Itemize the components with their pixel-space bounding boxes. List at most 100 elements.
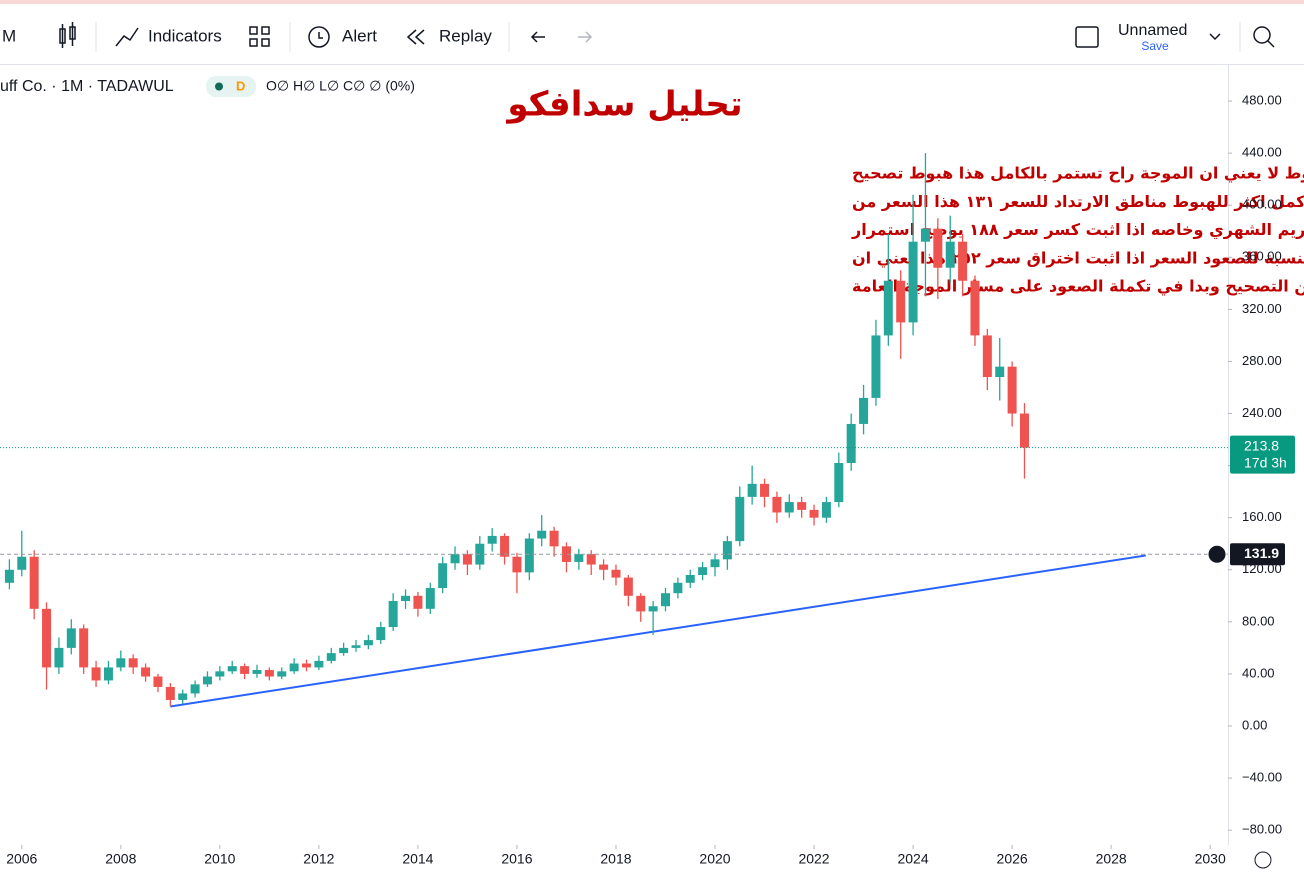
candle-body: [512, 556, 522, 573]
status-dot: [215, 82, 223, 91]
candle-body: [289, 663, 299, 672]
candle-body: [524, 538, 534, 573]
x-tick-label: 2016: [501, 851, 532, 867]
candle-body: [413, 595, 423, 609]
candle-body: [896, 280, 906, 323]
candle-body: [165, 686, 175, 700]
save-status[interactable]: Save: [1141, 39, 1169, 53]
candle-body: [574, 554, 584, 562]
x-tick-label: 2026: [997, 851, 1028, 867]
candle-body: [871, 335, 881, 398]
candle-body: [760, 483, 770, 497]
candle-body: [784, 502, 794, 513]
candle-body: [797, 502, 807, 510]
x-tick-label: 2010: [204, 851, 235, 867]
candle-body: [425, 587, 435, 609]
y-tick-label: 440.00: [1242, 145, 1282, 160]
y-tick-label: 40.00: [1242, 665, 1275, 680]
candle-body: [859, 397, 869, 424]
x-tick-label: 2014: [402, 851, 433, 867]
trend-line: [170, 554, 1146, 708]
annotation-title: تحليل سدافكو: [505, 85, 742, 125]
replay-button[interactable]: Replay: [439, 26, 492, 45]
interval[interactable]: M: [2, 26, 16, 45]
toolbar-icons: [59, 22, 1275, 48]
settings-icon[interactable]: [1254, 851, 1272, 869]
level-label-bg: [1230, 543, 1285, 566]
y-tick-label: 160.00: [1242, 509, 1282, 524]
last-price-bg: [1230, 435, 1295, 474]
annotation-line: فقط يعني السعر اذا كمل اكثر للهبوط مناطق…: [852, 192, 1304, 212]
candle-body: [735, 496, 745, 542]
candle-body: [202, 676, 212, 685]
candle-body: [141, 667, 151, 677]
y-tick-label: 240.00: [1242, 405, 1282, 420]
legend-symbol: uff Co. · 1M · TADAWUL: [0, 78, 174, 95]
candle-body: [178, 693, 188, 700]
candle-body: [91, 667, 101, 681]
y-tick-label: 0.00: [1242, 717, 1267, 732]
annotation-line: مناطق الارتداد للسعر على الفريم الشهري و…: [851, 220, 1304, 240]
candle-body: [710, 559, 720, 568]
candle-body: [1019, 413, 1029, 448]
candle-body: [401, 595, 411, 602]
candle-body: [933, 228, 943, 268]
legend-ohlc: O∅ H∅ L∅ C∅ ∅ (0%): [266, 78, 415, 94]
candle-body: [698, 567, 708, 575]
indicators-button[interactable]: Indicators: [148, 26, 222, 45]
candle-body: [958, 241, 968, 281]
annotation-line: الموجة الى الهبوط وهذا الهبوط لا يعني ان…: [852, 164, 1304, 184]
candle-body: [537, 530, 547, 539]
y-tick-label: 480.00: [1242, 93, 1282, 108]
candle-body: [586, 554, 596, 565]
candle-body: [79, 628, 89, 668]
candle-body: [363, 640, 373, 646]
candle-body: [660, 593, 670, 607]
candle-body: [264, 670, 274, 677]
y-tick-label: 80.00: [1242, 613, 1275, 628]
candle-body: [227, 666, 237, 672]
crosshair-plus: [1207, 544, 1227, 564]
x-tick-label: 2012: [303, 851, 334, 867]
legend-badge-bg: [206, 76, 256, 97]
candle-body: [747, 483, 757, 497]
candle-body: [302, 663, 312, 668]
candle-body: [982, 335, 992, 378]
candle-body: [970, 280, 980, 336]
candle-body: [29, 556, 39, 609]
candle-body: [66, 628, 76, 648]
candle-body: [599, 564, 609, 570]
candle-body: [623, 577, 633, 596]
annotation-text: الموجة الى الهبوط وهذا الهبوط لا يعني ان…: [851, 164, 1304, 297]
candle-body: [153, 676, 163, 687]
candle-body: [252, 670, 262, 674]
x-tick-label: 2018: [600, 851, 631, 867]
candle-body: [945, 241, 955, 268]
top-strip: [0, 0, 1304, 4]
candle-body: [277, 671, 287, 677]
candle-body: [685, 574, 695, 583]
x-tick-label: 2020: [699, 851, 730, 867]
y-tick-label: −40.00: [1242, 770, 1282, 785]
y-tick-label: 320.00: [1242, 301, 1282, 316]
candle-body: [722, 541, 732, 560]
candle-body: [17, 556, 27, 570]
candle-body: [462, 554, 472, 565]
legend-badge: D: [236, 78, 245, 93]
y-tick-label: 360.00: [1242, 249, 1282, 264]
last-price-label: 213.8: [1244, 437, 1279, 453]
candle-body: [883, 280, 893, 336]
candle-body: [920, 228, 930, 242]
alert-button[interactable]: Alert: [342, 26, 377, 45]
candle-body: [42, 608, 52, 668]
level-label: 131.9: [1244, 545, 1279, 561]
candle-body: [648, 606, 658, 612]
candle-body: [438, 563, 448, 588]
candle-body: [772, 496, 782, 513]
candle-body: [190, 684, 200, 694]
candle-body: [673, 582, 683, 594]
layout-name[interactable]: Unnamed: [1118, 22, 1187, 39]
candle-body: [4, 569, 14, 583]
x-tick-label: 2022: [798, 851, 829, 867]
